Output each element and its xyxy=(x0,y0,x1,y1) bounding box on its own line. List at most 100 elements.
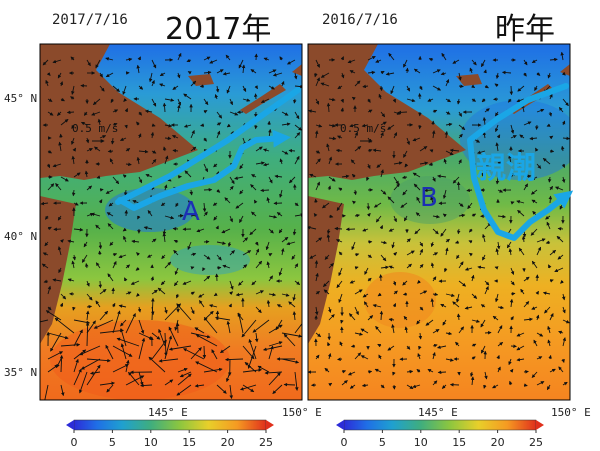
velocity-arrow xyxy=(268,69,277,74)
velocity-arrow xyxy=(86,293,93,301)
velocity-arrow xyxy=(294,132,301,139)
velocity-arrow xyxy=(549,279,554,283)
velocity-arrow xyxy=(336,202,343,212)
velocity-arrow xyxy=(315,77,320,87)
velocity-arrow xyxy=(242,384,255,393)
velocity-arrow xyxy=(549,149,555,153)
velocity-arrow xyxy=(561,71,566,76)
velocity-arrow xyxy=(92,98,101,105)
velocity-arrow xyxy=(281,293,290,297)
velocity-arrow xyxy=(523,370,529,374)
velocity-arrow xyxy=(496,354,500,360)
right-colorbar: 0 5 10 15 20 25 xyxy=(336,419,544,449)
velocity-arrow xyxy=(334,226,343,231)
velocity-arrow xyxy=(380,240,388,245)
velocity-arrow xyxy=(406,85,411,92)
velocity-arrow xyxy=(547,339,551,347)
velocity-arrow xyxy=(315,150,321,154)
velocity-arrow xyxy=(387,345,395,351)
velocity-arrow xyxy=(536,356,543,360)
velocity-arrow xyxy=(118,254,127,259)
velocity-arrow xyxy=(561,120,566,126)
velocity-arrow xyxy=(364,267,369,275)
velocity-arrow xyxy=(315,237,323,243)
velocity-arrow xyxy=(151,150,157,154)
velocity-arrow xyxy=(328,314,335,321)
velocity-arrow xyxy=(419,263,424,269)
velocity-arrow xyxy=(144,109,153,114)
velocity-arrow xyxy=(215,316,231,321)
velocity-arrow xyxy=(281,150,289,155)
velocity-arrow xyxy=(393,183,400,191)
velocity-arrow xyxy=(203,98,209,106)
velocity-arrow xyxy=(132,200,140,204)
colorbar-tick-label: 10 xyxy=(144,436,158,449)
velocity-arrow xyxy=(110,98,115,104)
velocity-arrow xyxy=(445,358,454,362)
velocity-arrow xyxy=(266,299,271,308)
velocity-arrow xyxy=(432,176,436,182)
velocity-arrow xyxy=(229,185,234,191)
velocity-arrow xyxy=(108,202,114,207)
velocity-arrow xyxy=(406,369,414,374)
velocity-arrow xyxy=(241,319,257,338)
velocity-arrow xyxy=(138,85,144,90)
velocity-arrow xyxy=(547,325,551,334)
velocity-arrow xyxy=(402,292,408,296)
velocity-arrow xyxy=(482,131,487,139)
velocity-arrow xyxy=(464,267,473,271)
velocity-arrow xyxy=(523,72,527,77)
velocity-arrow xyxy=(189,189,194,196)
velocity-arrow xyxy=(437,174,447,179)
velocity-arrow xyxy=(546,384,551,391)
velocity-arrow xyxy=(66,110,75,115)
velocity-arrow xyxy=(495,72,500,79)
velocity-arrow xyxy=(445,79,450,87)
velocity-arrow xyxy=(107,223,114,230)
velocity-arrow xyxy=(427,98,434,102)
velocity-arrow xyxy=(137,306,142,313)
velocity-arrow xyxy=(190,332,211,339)
velocity-arrow xyxy=(536,72,541,76)
velocity-arrow xyxy=(464,306,473,310)
velocity-arrow xyxy=(80,358,101,370)
velocity-arrow xyxy=(341,174,350,179)
velocity-arrow xyxy=(229,250,235,256)
velocity-arrow xyxy=(430,262,435,269)
right-colorbar-min-cap xyxy=(336,420,344,430)
right-colorbar-max-cap xyxy=(536,420,544,430)
left-lon-label-145: 145° E xyxy=(148,406,188,419)
velocity-arrow xyxy=(286,59,296,65)
velocity-arrow xyxy=(112,176,120,185)
velocity-arrow xyxy=(458,111,462,117)
right-scale-label: 0.5 m/s xyxy=(340,122,386,135)
velocity-arrow xyxy=(151,339,167,360)
velocity-arrow xyxy=(440,228,447,237)
velocity-arrow xyxy=(138,111,142,116)
velocity-arrow xyxy=(229,176,235,185)
velocity-arrow xyxy=(338,267,343,277)
velocity-arrow xyxy=(216,122,222,126)
velocity-arrow xyxy=(432,228,439,235)
velocity-arrow xyxy=(125,291,132,295)
velocity-arrow xyxy=(163,184,168,191)
velocity-arrow xyxy=(190,80,197,87)
velocity-arrow xyxy=(536,108,545,113)
velocity-arrow xyxy=(510,280,515,286)
velocity-arrow xyxy=(254,241,259,246)
velocity-arrow xyxy=(497,305,504,310)
velocity-arrow xyxy=(549,57,558,62)
colorbar-tick-label: 0 xyxy=(71,436,78,449)
velocity-arrow xyxy=(376,163,382,168)
velocity-arrow xyxy=(147,210,153,217)
velocity-arrow xyxy=(59,354,64,373)
velocity-arrow xyxy=(254,85,258,90)
velocity-arrow xyxy=(242,368,262,373)
velocity-arrow xyxy=(373,202,382,208)
velocity-arrow xyxy=(229,215,233,223)
velocity-arrow xyxy=(531,59,538,63)
velocity-arrow xyxy=(415,212,421,217)
velocity-arrow xyxy=(199,300,205,308)
velocity-arrow xyxy=(196,228,205,233)
velocity-arrow xyxy=(432,276,437,282)
